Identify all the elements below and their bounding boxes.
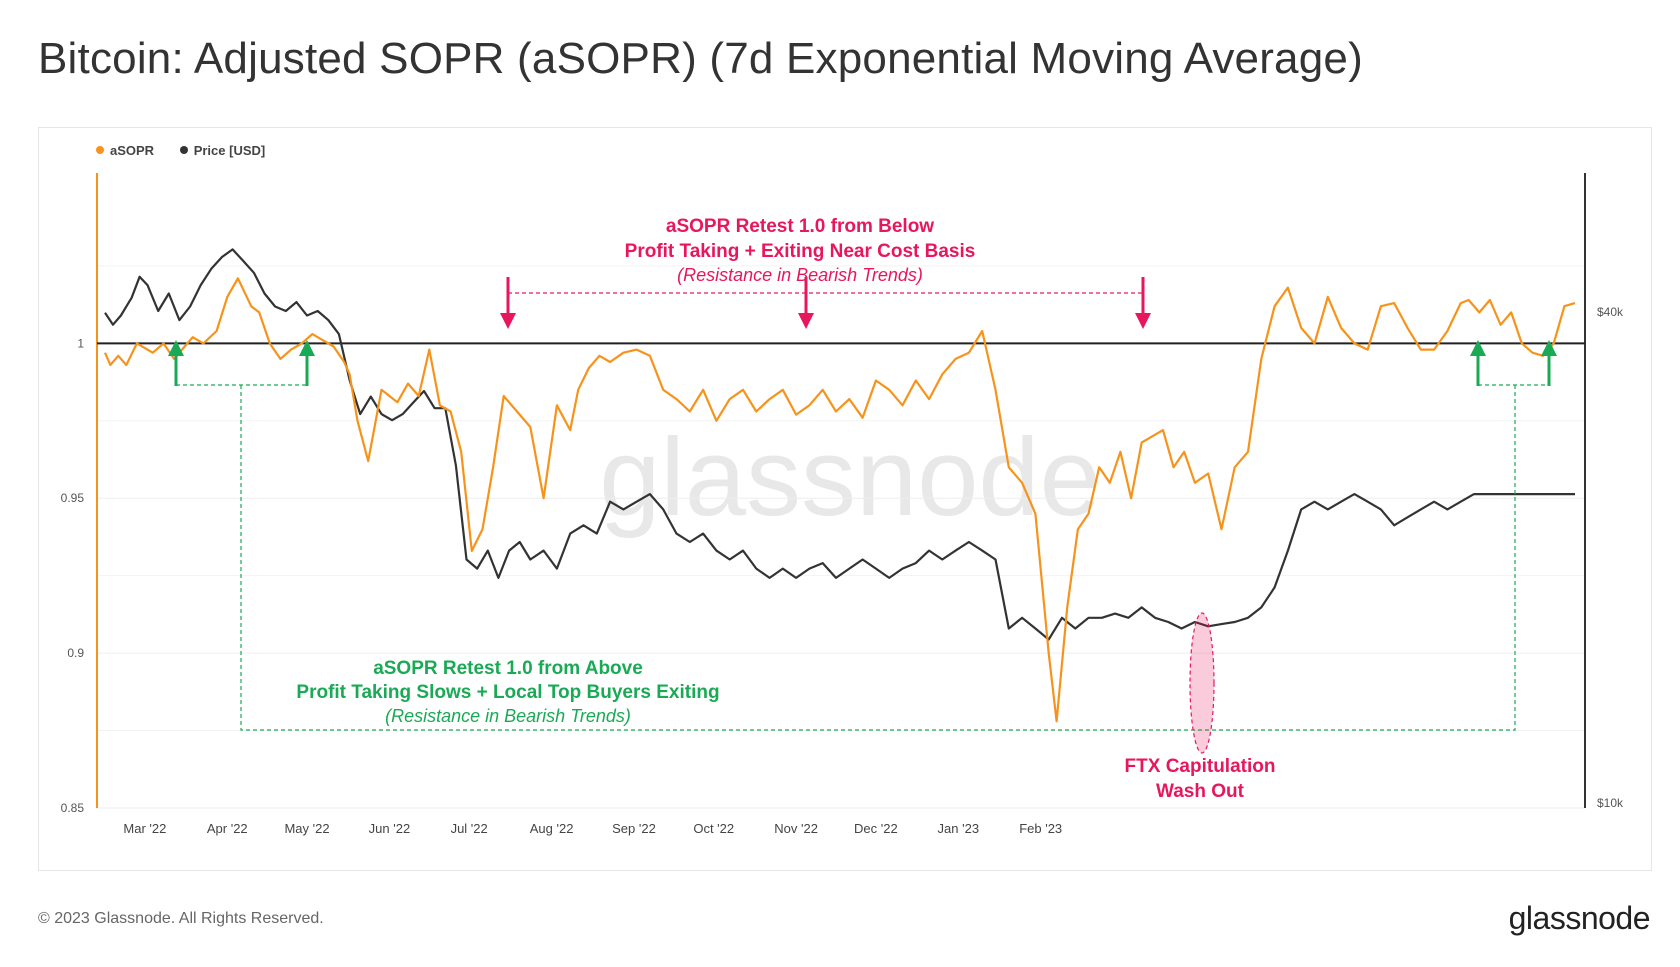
x-tick-label: May '22 [284, 821, 329, 836]
green-up-arrow-icon [299, 340, 315, 356]
chart-panel [38, 127, 1652, 871]
series-price-line [104, 248, 1575, 641]
legend-label-price: Price [USD] [193, 142, 266, 158]
annotation-green-line-2: Profit Taking Slows + Local Top Buyers E… [296, 682, 719, 703]
copyright-text: © 2023 Glassnode. All Rights Reserved. [38, 910, 324, 927]
red-down-arrow-icon [798, 313, 814, 329]
y-right-tick-label: $10k [1597, 796, 1624, 810]
y-left-tick-label: 0.85 [61, 801, 85, 815]
x-tick-label: Apr '22 [207, 821, 248, 836]
x-tick-label: Feb '23 [1019, 821, 1062, 836]
chart-legend: aSOPR Price [USD] [96, 142, 287, 158]
annotation-green-line-3: (Resistance in Bearish Trends) [385, 706, 631, 726]
annotation-ftx-line-2: Wash Out [1156, 781, 1245, 802]
y-left-tick-label: 0.9 [67, 646, 84, 660]
legend-dot-asopr [96, 146, 104, 154]
x-tick-label: Dec '22 [854, 821, 898, 836]
annotation-red-line-1: aSOPR Retest 1.0 from Below [666, 216, 934, 237]
axes: 1 0.95 0.9 0.85 $40k $10k Mar '22 Apr '22 May '2… [61, 173, 1624, 836]
x-tick-label: Aug '22 [530, 821, 574, 836]
green-up-arrow-icon [168, 340, 184, 356]
green-up-arrow-icon [1470, 340, 1486, 356]
chart-title: Bitcoin: Adjusted SOPR (aSOPR) (7d Expon… [38, 34, 1363, 83]
y-right-tick-label: $40k [1597, 305, 1624, 319]
x-tick-label: Mar '22 [123, 821, 166, 836]
watermark: glassnode [599, 416, 1101, 539]
red-down-arrow-icon [500, 313, 516, 329]
ftx-capitulation-highlight [1189, 612, 1215, 754]
annotation-red-line-3: (Resistance in Bearish Trends) [677, 265, 923, 285]
x-tick-label: Jul '22 [451, 821, 488, 836]
x-tick-label: Jan '23 [938, 821, 980, 836]
annotation-ftx-line-1: FTX Capitulation [1125, 756, 1276, 777]
series-layer [97, 248, 1585, 723]
green-up-arrow-icon [1541, 340, 1557, 356]
y-left-tick-label: 1 [77, 336, 84, 350]
annotation-red-line-2: Profit Taking + Exiting Near Cost Basis [625, 241, 976, 262]
x-tick-label: Sep '22 [612, 821, 656, 836]
x-tick-label: Jun '22 [369, 821, 411, 836]
y-left-tick-label: 0.95 [61, 491, 85, 505]
legend-dot-price [179, 146, 188, 154]
brand-logo: glassnode [1508, 900, 1651, 936]
green-bracket-frame [240, 385, 1516, 731]
annotation-green-line-1: aSOPR Retest 1.0 from Above [373, 658, 643, 679]
x-tick-label: Oct '22 [693, 821, 734, 836]
red-down-arrow-icon [1135, 313, 1151, 329]
series-asopr-line [103, 277, 1576, 723]
legend-item-price[interactable]: Price [USD] [179, 142, 266, 158]
x-tick-label: Nov '22 [774, 821, 818, 836]
legend-label-asopr: aSOPR [110, 142, 155, 158]
annotations-layer: aSOPR Retest 1.0 from Below Profit Taking… [168, 216, 1557, 802]
legend-item-asopr[interactable]: aSOPR [96, 143, 154, 158]
